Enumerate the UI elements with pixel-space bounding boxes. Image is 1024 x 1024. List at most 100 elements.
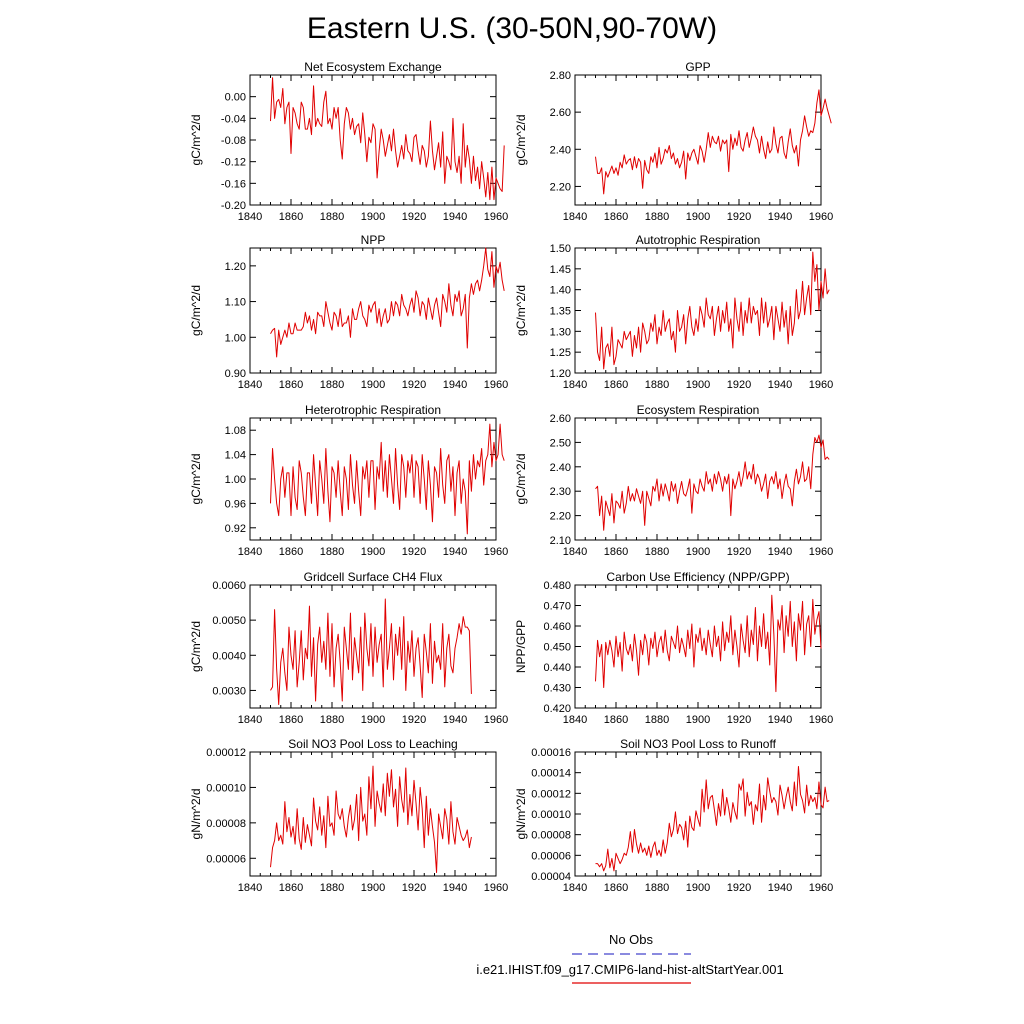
y-axis-label: gC/m^2/d [514,115,528,166]
y-axis-label: gC/m^2/d [514,454,528,505]
chart-title: Carbon Use Efficiency (NPP/GPP) [606,570,789,584]
chart-title: NPP [361,233,386,247]
plot-frame [249,417,497,541]
y-tick-label: 2.40 [550,462,571,474]
y-axis-label: gN/m^2/d [514,789,528,840]
x-tick-label: 1860 [279,379,303,391]
y-tick-label: 1.35 [550,306,571,318]
y-tick-label: 0.00008 [206,818,246,830]
y-tick-label: 1.30 [550,326,571,338]
series-line [270,765,472,873]
y-tick-label: 2.20 [550,181,571,193]
x-tick-label: 1940 [768,882,792,894]
x-tick-label: 1900 [686,379,710,391]
x-tick-label: 1920 [727,882,751,894]
x-tick-label: 1900 [686,714,710,726]
y-tick-label: 1.40 [550,285,571,297]
x-tick-label: 1900 [361,882,385,894]
chart-panel-0: Net Ecosystem Exchange gC/m^2/d 1840 1860 18… [189,60,508,223]
plot-frame [574,247,822,374]
legend-run-label: i.e21.IHIST.f09_g17.CMIP6-land-hist-altS… [476,962,784,977]
x-tick-label: 1860 [279,546,303,558]
x-tick-label: 1880 [320,714,344,726]
x-tick-label: 1840 [238,546,262,558]
chart-panel-6: Gridcell Surface CH4 Flux gC/m^2/d 1840 186… [189,570,508,726]
y-tick-label: 1.20 [550,368,571,380]
x-tick-label: 1860 [604,211,628,223]
y-tick-label: 0.0060 [212,580,246,592]
x-tick-label: 1840 [238,714,262,726]
y-tick-label: 2.20 [550,511,571,523]
legend-obs-line [572,953,691,955]
y-axis-label: gC/m^2/d [189,454,203,505]
series-line [270,77,505,201]
series-line [270,423,505,535]
y-tick-label: 1.25 [550,347,571,359]
x-tick-label: 1920 [402,211,426,223]
y-tick-label: 2.10 [550,535,571,547]
chart-panel-3: Autotrophic Respiration gC/m^2/d 1840 1860 1… [514,233,833,391]
y-tick-label: 0.92 [225,523,246,535]
y-tick-label: 0.450 [543,642,571,654]
y-tick-label: 1.50 [550,243,571,255]
chart-panel-9: Soil NO3 Pool Loss to Runoff gN/m^2/d 1840… [514,737,833,894]
y-tick-label: 1.04 [225,450,246,462]
x-tick-label: 1960 [484,379,508,391]
chart-panel-4: Heterotrophic Respiration gC/m^2/d 1840 186… [189,403,508,558]
x-tick-label: 1920 [402,379,426,391]
y-tick-label: 0.460 [543,621,571,633]
x-tick-label: 1860 [604,379,628,391]
y-axis-label: gC/m^2/d [189,285,203,336]
x-tick-label: 1840 [563,714,587,726]
series-line [595,434,830,531]
x-tick-label: 1880 [320,211,344,223]
x-tick-label: 1960 [809,714,833,726]
chart-title: Gridcell Surface CH4 Flux [304,570,443,584]
plot-frame [249,74,497,206]
chart-title: Ecosystem Respiration [637,403,760,417]
legend-run-line [572,982,691,984]
plot-frame [574,751,822,877]
x-tick-label: 1960 [809,379,833,391]
y-tick-label: 0.00004 [531,871,571,883]
x-tick-label: 1860 [279,714,303,726]
x-tick-label: 1860 [604,882,628,894]
x-tick-label: 1880 [645,546,669,558]
chart-title: GPP [685,60,710,74]
y-tick-label: 0.00008 [531,830,571,842]
y-axis-label: NPP/GPP [514,620,528,673]
x-tick-label: 1960 [809,211,833,223]
x-tick-label: 1840 [563,882,587,894]
y-tick-label: 0.00010 [206,782,246,794]
y-tick-label: 0.0040 [212,650,246,662]
y-tick-label: 0.440 [543,662,571,674]
y-tick-label: 0.0030 [212,685,246,697]
x-tick-label: 1900 [686,546,710,558]
x-tick-label: 1900 [361,714,385,726]
chart-panel-1: GPP gC/m^2/d 1840 1860 1880 1900 1920 1940 1960 2… [514,60,833,223]
x-tick-label: 1940 [768,546,792,558]
x-tick-label: 1960 [809,882,833,894]
chart-panel-8: Soil NO3 Pool Loss to Leaching gN/m^2/d 18… [189,737,508,894]
y-tick-label: 0.430 [543,683,571,695]
y-tick-label: 1.08 [225,425,246,437]
x-tick-label: 1960 [484,211,508,223]
chart-panel-5: Ecosystem Respiration gC/m^2/d 1840 1860 188… [514,403,833,558]
y-tick-label: -0.08 [221,135,246,147]
y-tick-label: 0.00 [225,92,246,104]
y-axis-label: gN/m^2/d [189,789,203,840]
series-line [595,251,830,370]
y-tick-label: 1.00 [225,332,246,344]
plot-frame [574,74,822,206]
x-tick-label: 1840 [238,882,262,894]
x-tick-label: 1880 [320,882,344,894]
y-tick-label: 0.00006 [206,853,246,865]
x-tick-label: 1880 [320,546,344,558]
x-tick-label: 1900 [361,211,385,223]
x-tick-label: 1940 [443,211,467,223]
x-tick-label: 1920 [402,714,426,726]
chart-panel-7: Carbon Use Efficiency (NPP/GPP) NPP/GPP 18… [514,570,833,726]
x-tick-label: 1940 [443,714,467,726]
y-tick-label: 1.45 [550,264,571,276]
